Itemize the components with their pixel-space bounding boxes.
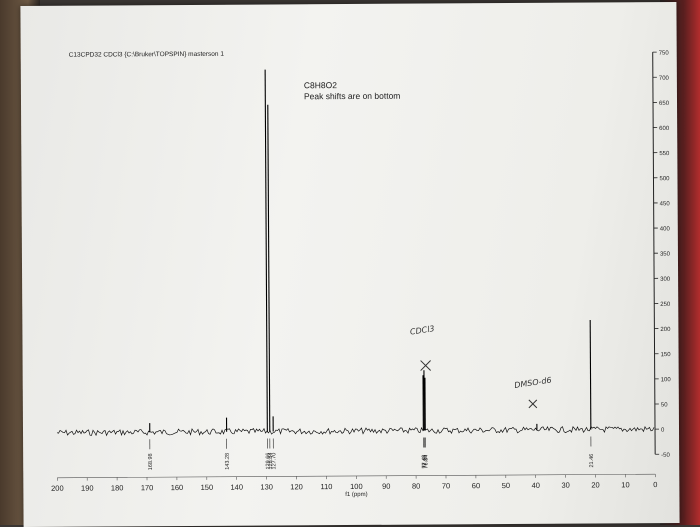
x-tick-label: 120 [290, 482, 303, 491]
x-tick-label: 40 [532, 481, 540, 490]
peak-shift-label: 143.28 [225, 453, 231, 470]
peak-shift-label: 127.70 [271, 453, 277, 470]
x-tick-label: 80 [412, 482, 420, 491]
peak-shift-label: 168.98 [148, 453, 154, 470]
x-axis-label: f1 (ppm) [345, 492, 367, 498]
y-tick-label: 450 [660, 201, 671, 207]
y-tick-label: 550 [659, 151, 670, 157]
handwritten-solvent1: CDCl3 [409, 324, 435, 336]
note-label: Peak shifts are on bottom [304, 91, 400, 102]
y-tick-label: 350 [660, 252, 671, 258]
y-tick-label: 250 [660, 302, 671, 308]
x-tick-label: 30 [561, 481, 569, 490]
spectrum-peak [268, 105, 270, 432]
y-tick-label: 650 [659, 101, 670, 107]
nmr-spectrum-chart: C13CPD32 CDCl3 {C:\Bruker\TOPSPIN} maste… [20, 2, 679, 527]
x-tick-label: 20 [591, 480, 599, 489]
x-tick-label: 0 [653, 480, 657, 489]
x-tick-label: 200 [51, 484, 64, 493]
x-tick-label: 50 [502, 481, 510, 490]
y-tick-label: 200 [660, 327, 671, 333]
x-tick-label: 140 [230, 483, 243, 492]
x-tick-label: 180 [111, 483, 124, 492]
peak-shift-label: 76.84 [423, 455, 429, 469]
x-tick-label: 150 [201, 483, 214, 492]
x-tick-label: 170 [141, 483, 154, 492]
y-tick-label: 50 [661, 402, 668, 408]
x-tick-label: 10 [621, 480, 629, 489]
y-tick-label: 300 [660, 277, 671, 283]
x-tick-label: 60 [472, 481, 480, 490]
peak-shift-label: 21.46 [589, 454, 595, 468]
x-tick-label: 130 [260, 482, 273, 491]
y-tick-label: 100 [661, 377, 672, 383]
header-text: C13CPD32 CDCl3 {C:\Bruker\TOPSPIN} maste… [69, 51, 225, 59]
spectrum-peak [590, 320, 591, 430]
y-tick-label: 500 [659, 176, 670, 182]
x-tick-label: 110 [320, 482, 332, 491]
y-tick-label: -50 [661, 453, 670, 459]
spectrum-printout: C13CPD32 CDCl3 {C:\Bruker\TOPSPIN} maste… [20, 2, 679, 527]
y-tick-label: 150 [661, 352, 672, 358]
y-tick-label: 400 [660, 226, 671, 232]
x-tick-label: 100 [350, 482, 363, 491]
y-tick-label: 600 [659, 126, 670, 132]
handwritten-solvent2: DMSO-d6 [514, 376, 552, 390]
y-tick-label: 0 [661, 428, 665, 434]
baseline-noise [57, 426, 654, 436]
y-tick-label: 700 [659, 76, 670, 82]
x-tick-label: 190 [81, 484, 94, 493]
y-tick-label: 750 [659, 51, 670, 57]
formula-label: C8H8O2 [304, 80, 337, 90]
x-tick-label: 160 [171, 483, 184, 492]
spectrum-peak [265, 70, 267, 432]
x-tick-label: 90 [382, 482, 390, 491]
x-tick-label: 70 [442, 481, 450, 490]
